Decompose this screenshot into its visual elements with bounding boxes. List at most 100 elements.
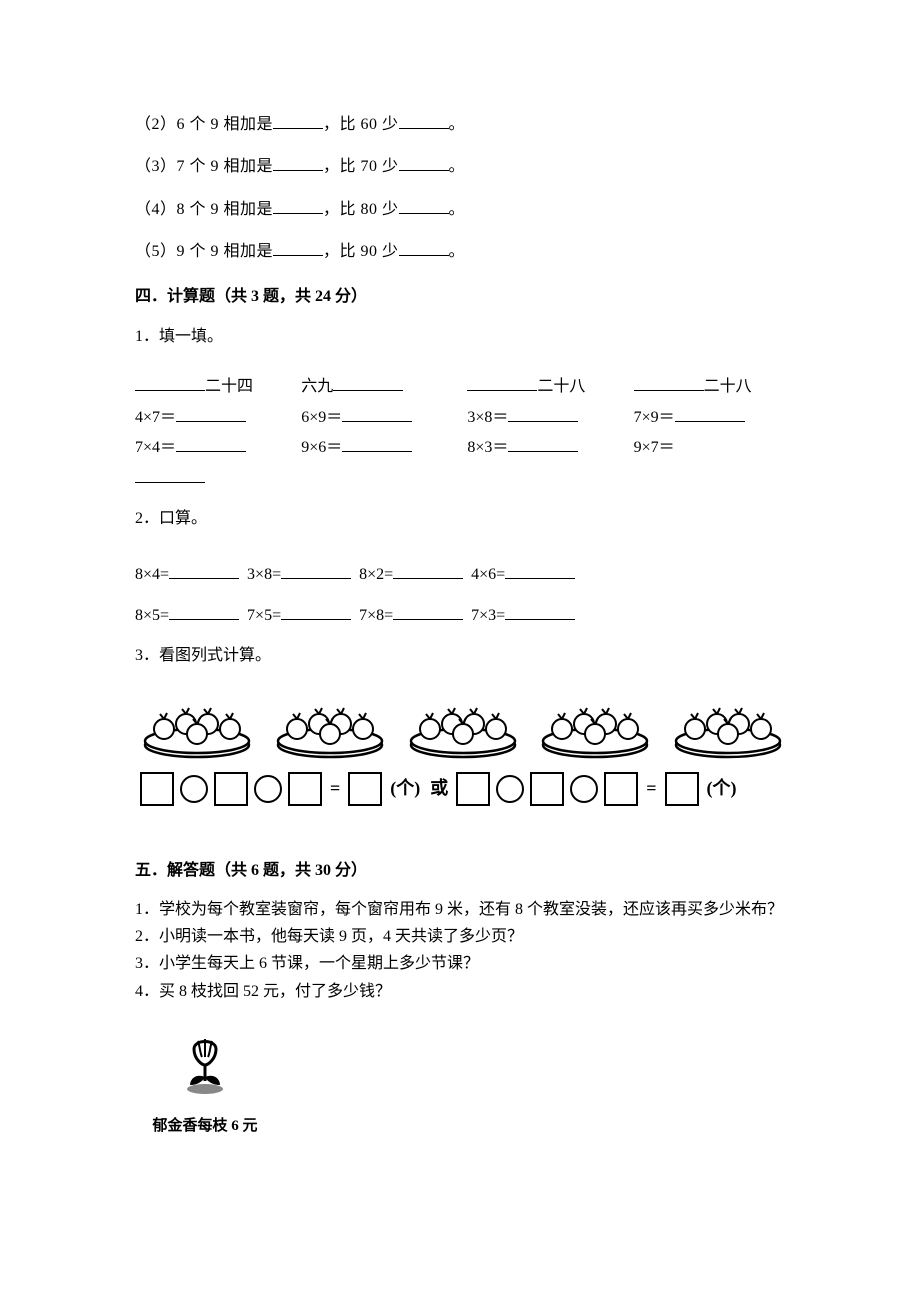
section5-list: 1．学校为每个教室装窗帘，每个窗帘用布 9 米，还有 8 个教室没装，还应该再买…: [135, 896, 790, 1005]
fill-text: 7 个 9 相加是: [177, 158, 274, 175]
equals-text: =: [644, 771, 658, 805]
table-row: 4×7＝ 6×9＝ 3×8＝ 7×9＝: [135, 403, 790, 433]
blank: [169, 603, 239, 620]
text: 二十四: [205, 378, 253, 395]
equation-row: = (个) 或 = (个): [135, 771, 790, 805]
fill-idx: （2）: [135, 116, 177, 133]
table-row: [135, 464, 790, 494]
blank: [399, 112, 449, 129]
blank: [273, 197, 323, 214]
table-row: 7×4＝ 9×6＝ 8×3＝ 9×7＝: [135, 433, 790, 463]
blank: [393, 562, 463, 579]
blank: [176, 435, 246, 452]
blank: [273, 112, 323, 129]
text: 8×4=: [135, 566, 169, 583]
box-icon: [288, 772, 322, 806]
box-icon: [214, 772, 248, 806]
section5-title: 五．解答题（共 6 题，共 30 分）: [135, 856, 790, 886]
blank: [169, 562, 239, 579]
text: 9×6＝: [301, 439, 342, 456]
text: 二十八: [704, 378, 752, 395]
fill-text: ，比 70 少: [323, 158, 399, 175]
fill-text: 。: [449, 158, 466, 175]
cell: 9×7＝: [634, 433, 790, 463]
blank: [399, 239, 449, 256]
box-icon: [348, 772, 382, 806]
tulip-caption: 郁金香每枝 6 元: [135, 1112, 275, 1141]
q2-label: 2．口算。: [135, 504, 790, 534]
blank: [135, 466, 205, 483]
plate-icon: [140, 701, 254, 759]
blank: [675, 405, 745, 422]
fill-text: ，比 60 少: [323, 116, 399, 133]
plates-row: [135, 701, 790, 759]
circle-icon: [570, 775, 598, 803]
q2-line2: 8×5= 7×5= 7×8= 7×3=: [135, 601, 790, 631]
fill-text: ，比 80 少: [323, 201, 399, 218]
blank: [281, 603, 351, 620]
blank: [273, 239, 323, 256]
tulip-block: 郁金香每枝 6 元: [135, 1033, 275, 1141]
fill-text: ，比 90 少: [323, 243, 399, 260]
circle-icon: [496, 775, 524, 803]
fill-idx: （4）: [135, 201, 177, 218]
fill-idx: （3）: [135, 158, 177, 175]
box-icon: [456, 772, 490, 806]
circle-icon: [254, 775, 282, 803]
text: 7×4＝: [135, 439, 176, 456]
text: 7×5=: [247, 607, 281, 624]
blank: [399, 154, 449, 171]
document-page: （2）6 个 9 相加是 ，比 60 少。 （3）7 个 9 相加是 ，比 70 少…: [0, 0, 920, 1302]
section4-title: 四．计算题（共 3 题，共 24 分）: [135, 282, 790, 312]
blank: [333, 374, 403, 391]
blank: [135, 374, 205, 391]
fill-text: 8 个 9 相加是: [177, 201, 274, 218]
blank: [505, 603, 575, 620]
cell: [135, 464, 305, 494]
blank: [273, 154, 323, 171]
q1-table: 二十四 六九 二十八 二十八 4×7＝ 6×9＝ 3×8＝ 7×9＝ 7×4＝ …: [135, 372, 790, 494]
text: 4×6=: [471, 566, 505, 583]
plate-icon: [273, 701, 387, 759]
box-icon: [665, 772, 699, 806]
tulip-icon: [178, 1033, 232, 1097]
circle-icon: [180, 775, 208, 803]
plate-icon: [406, 701, 520, 759]
equals-text: =: [328, 771, 342, 805]
unit-text: (个): [705, 771, 739, 805]
cell: 六九: [301, 372, 467, 402]
blank: [505, 562, 575, 579]
fill-text: 。: [449, 201, 466, 218]
q5-item: 2．小明读一本书，他每天读 9 页，4 天共读了多少页？: [135, 923, 790, 950]
plate-icon: [671, 701, 785, 759]
blank: [342, 435, 412, 452]
text: 8×3＝: [467, 439, 508, 456]
fill-idx: （5）: [135, 243, 177, 260]
text: 4×7＝: [135, 409, 176, 426]
cell: 7×9＝: [634, 403, 790, 433]
cell: 7×4＝: [135, 433, 301, 463]
cell: 3×8＝: [467, 403, 633, 433]
cell: 二十八: [467, 372, 633, 402]
blank: [393, 603, 463, 620]
text: 六九: [301, 378, 333, 395]
cell: 4×7＝: [135, 403, 301, 433]
text: 7×8=: [359, 607, 393, 624]
fill-text: 6 个 9 相加是: [177, 116, 274, 133]
q5-item: 3．小学生每天上 6 节课，一个星期上多少节课？: [135, 950, 790, 977]
text: 8×5=: [135, 607, 169, 624]
q3-label: 3．看图列式计算。: [135, 641, 790, 671]
text: 8×2=: [359, 566, 393, 583]
blank: [281, 562, 351, 579]
cell: 二十八: [634, 372, 790, 402]
cell: 9×6＝: [301, 433, 467, 463]
cell: 8×3＝: [467, 433, 633, 463]
text: 7×3=: [471, 607, 505, 624]
blank: [508, 405, 578, 422]
box-icon: [530, 772, 564, 806]
box-icon: [140, 772, 174, 806]
blank: [634, 374, 704, 391]
text: 二十八: [537, 378, 585, 395]
text: 3×8＝: [467, 409, 508, 426]
plate-icon: [538, 701, 652, 759]
